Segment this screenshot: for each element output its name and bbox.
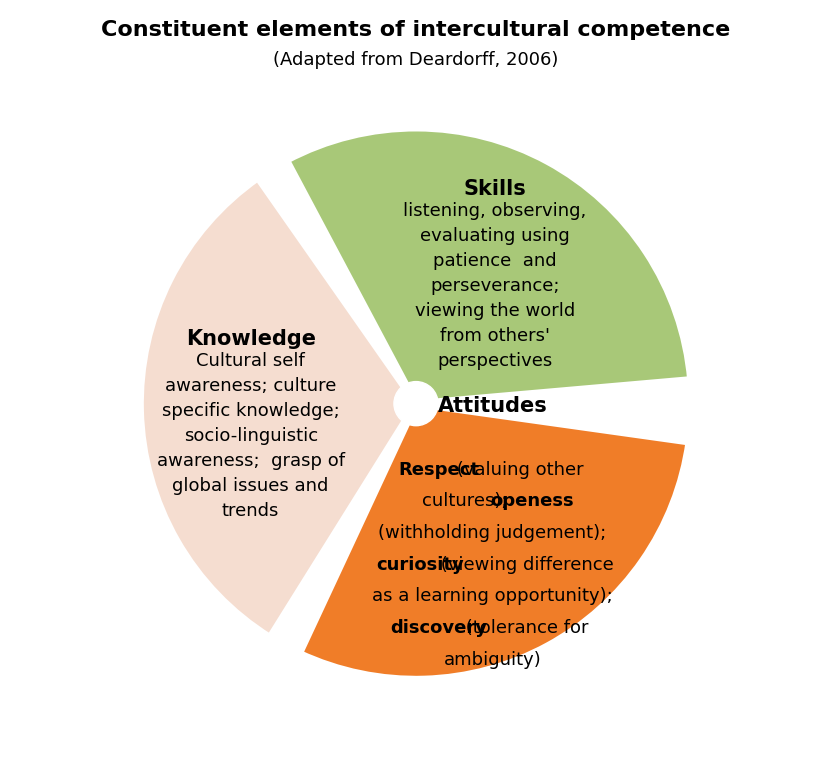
Text: Cultural self
awareness; culture
specific knowledge;
socio-linguistic
awareness;: Cultural self awareness; culture specifi… [156, 351, 344, 520]
Wedge shape [141, 178, 416, 637]
Text: (valuing other: (valuing other [451, 461, 584, 479]
Text: cultures);: cultures); [422, 492, 513, 510]
Text: as a learning opportunity);: as a learning opportunity); [372, 587, 612, 605]
Text: Attitudes: Attitudes [438, 397, 547, 416]
Text: ambiguity): ambiguity) [443, 651, 541, 669]
Text: (tolerance for: (tolerance for [460, 619, 589, 637]
Text: Constituent elements of intercultural competence: Constituent elements of intercultural co… [102, 20, 730, 40]
Text: openess: openess [490, 492, 573, 510]
Text: (withholding judgement);: (withholding judgement); [379, 524, 607, 542]
Wedge shape [286, 128, 691, 404]
Text: Respect: Respect [398, 461, 479, 479]
Text: (viewing difference: (viewing difference [435, 556, 614, 574]
Text: curiosity: curiosity [377, 556, 464, 574]
Wedge shape [300, 404, 689, 679]
Text: (Adapted from Deardorff, 2006): (Adapted from Deardorff, 2006) [274, 51, 558, 69]
Text: discovery: discovery [390, 619, 487, 637]
Text: Skills: Skills [463, 180, 527, 199]
Text: Knowledge: Knowledge [186, 329, 315, 349]
Text: listening, observing,
evaluating using
patience  and
perseverance;
viewing the w: listening, observing, evaluating using p… [404, 201, 587, 370]
Circle shape [394, 382, 438, 426]
